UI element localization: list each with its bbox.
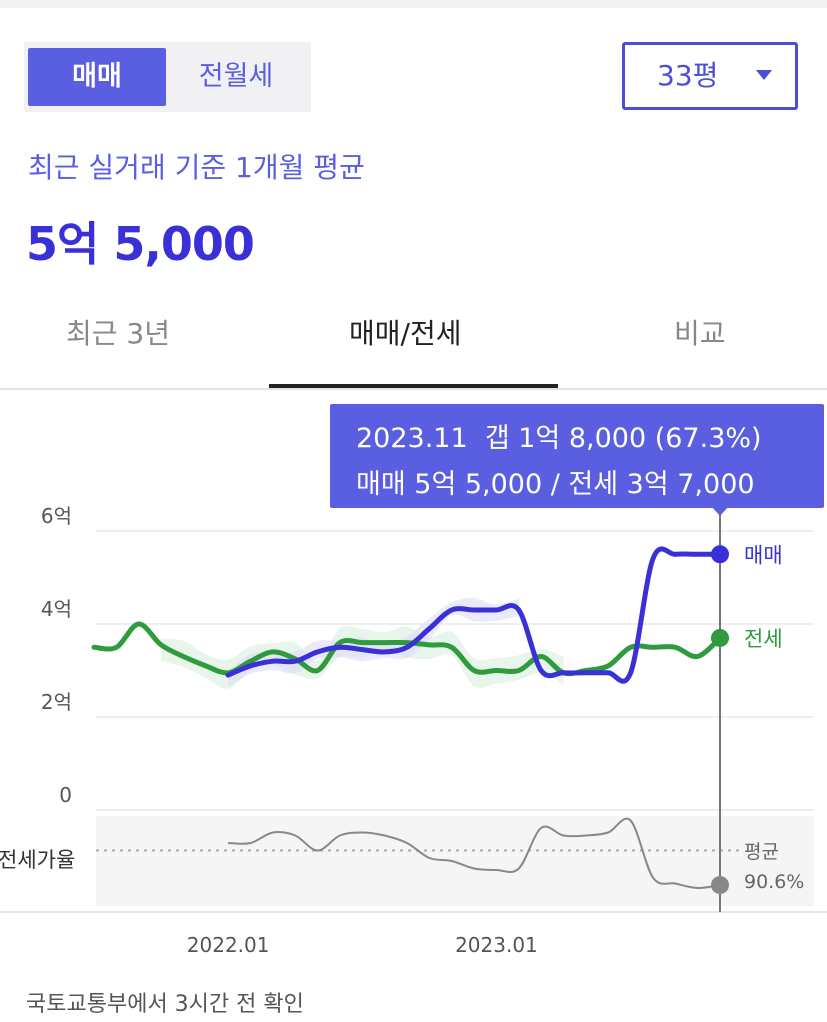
- ratio-line: [228, 817, 721, 890]
- caret-down-icon: [756, 70, 772, 80]
- y-tick-label: 0: [59, 783, 72, 807]
- ratio-average-label: 평균: [744, 841, 779, 863]
- tab-sale-jeonse[interactable]: 매매/전세: [349, 317, 462, 350]
- price-basis-label: 최근 실거래 기준 1개월 평균: [28, 151, 365, 184]
- tab-divider: [0, 388, 827, 390]
- tab-compare[interactable]: 비교: [674, 317, 726, 350]
- sale-end-point: [711, 545, 729, 564]
- rent-toggle-button[interactable]: 전월세: [198, 61, 274, 92]
- tooltip-pointer: [712, 507, 728, 516]
- sale-toggle-button[interactable]: 매매: [28, 48, 166, 106]
- jeonse-end-point: [711, 628, 729, 647]
- x-tick-label: 2022.01: [187, 933, 270, 957]
- data-source-note: 국토교통부에서 3시간 전 확인: [26, 992, 304, 1017]
- size-select-value: 33평: [657, 59, 719, 92]
- tooltip-gap-text: 2023.11 갭 1억 8,000 (67.3%): [356, 423, 762, 454]
- x-tick-label: 2023.01: [455, 933, 538, 957]
- ratio-last-value: 90.6%: [744, 871, 804, 893]
- sale-series-label: 매매: [744, 543, 783, 567]
- top-band: [0, 0, 827, 8]
- tooltip-price-text: 매매 5억 5,000 / 전세 3억 7,000: [356, 469, 755, 500]
- sale-line: [225, 546, 723, 684]
- chart-tooltip: 2023.11 갭 1억 8,000 (67.3%) 매매 5억 5,000 /…: [330, 404, 824, 508]
- average-price: 5억 5,000: [26, 217, 255, 271]
- ratio-label: 전세가율: [0, 848, 75, 872]
- size-select[interactable]: 33평: [622, 42, 798, 110]
- y-tick-label: 4억: [41, 597, 72, 621]
- y-tick-label: 6억: [41, 504, 72, 528]
- tab-recent-3y[interactable]: 최근 3년: [66, 317, 170, 350]
- jeonse-line: [91, 621, 723, 677]
- active-tab-indicator: [269, 384, 558, 388]
- ratio-end-point: [711, 876, 729, 894]
- deal-type-toggle: 매매 전월세: [24, 42, 311, 112]
- y-tick-label: 2억: [41, 690, 72, 714]
- jeonse-series-label: 전세: [744, 627, 783, 651]
